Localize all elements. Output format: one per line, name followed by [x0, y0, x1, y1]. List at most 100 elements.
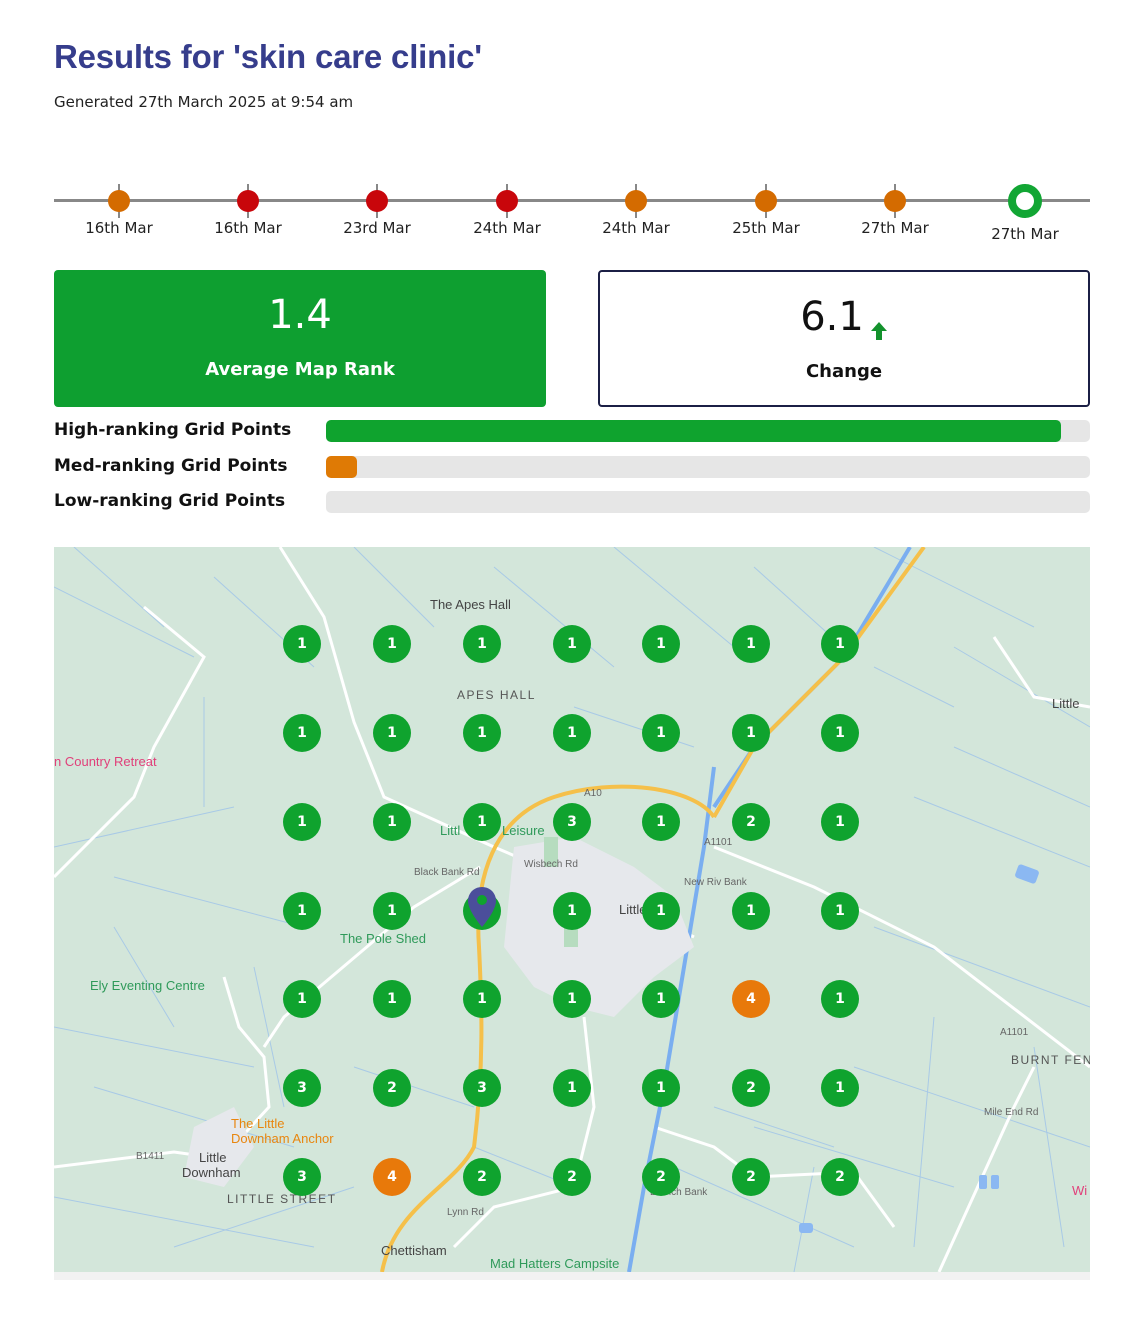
grid-rank-marker[interactable]: 1 [283, 892, 321, 930]
grid-rank-marker[interactable]: 4 [373, 1158, 411, 1196]
grid-rank-marker[interactable]: 1 [553, 1069, 591, 1107]
grid-rank-marker[interactable]: 3 [283, 1158, 321, 1196]
map-road-label: Lynn Rd [447, 1207, 484, 1218]
map-place-label: The Little [231, 1116, 285, 1131]
grid-rank-marker[interactable]: 1 [373, 980, 411, 1018]
grid-rank-marker[interactable]: 1 [373, 625, 411, 663]
timeline-date-label: 16th Mar [214, 219, 282, 237]
grid-points-label: High-ranking Grid Points [54, 420, 292, 440]
grid-rank-marker[interactable]: 1 [553, 892, 591, 930]
map-road-label: B1411 [136, 1151, 165, 1162]
grid-rank-marker[interactable]: 1 [373, 892, 411, 930]
arrow-up-icon [870, 305, 888, 340]
grid-rank-marker[interactable]: 1 [642, 714, 680, 752]
grid-rank-marker[interactable]: 1 [642, 892, 680, 930]
grid-rank-marker[interactable]: 1 [553, 714, 591, 752]
grid-points-row-med: Med-ranking Grid Points2 [54, 455, 1090, 479]
grid-rank-marker[interactable]: 2 [821, 1158, 859, 1196]
timeline-status-dot[interactable] [496, 190, 518, 212]
grid-rank-marker[interactable]: 1 [373, 803, 411, 841]
grid-points-bar [326, 491, 1090, 513]
map-road-label: New Riv Bank [684, 877, 747, 888]
grid-rank-marker[interactable]: 1 [821, 980, 859, 1018]
map-place-label: Wi [1072, 1183, 1088, 1198]
timeline-date-label: 27th Mar [861, 219, 929, 237]
grid-rank-marker[interactable]: 2 [642, 1158, 680, 1196]
change-label: Change [805, 361, 883, 382]
grid-rank-marker[interactable]: 3 [463, 1069, 501, 1107]
grid-rank-marker[interactable]: 2 [553, 1158, 591, 1196]
grid-rank-marker[interactable]: 4 [732, 980, 770, 1018]
grid-rank-marker[interactable]: 1 [821, 803, 859, 841]
grid-rank-marker[interactable]: 1 [283, 714, 321, 752]
map-road-label: A1101 [1000, 1027, 1029, 1038]
grid-rank-marker[interactable]: 2 [373, 1069, 411, 1107]
report-timeline: 16th Mar 16th Mar 23rd Mar 24th Mar 24th Mar… [54, 176, 1090, 246]
grid-rank-marker[interactable]: 1 [463, 714, 501, 752]
title-prefix: Results for ' [54, 38, 241, 75]
map-road-label: Wisbech Rd [524, 859, 578, 870]
grid-rank-marker[interactable]: 1 [463, 980, 501, 1018]
timeline-status-dot[interactable] [884, 190, 906, 212]
change-card: 6.1 Change [598, 270, 1090, 407]
grid-points-bar [326, 455, 1090, 478]
grid-rank-marker[interactable]: 1 [732, 714, 770, 752]
map-place-label: The Apes Hall [430, 597, 511, 612]
grid-rank-marker[interactable]: 3 [553, 803, 591, 841]
rank-grid-map[interactable]: The Apes Hall APES HALL n Country Retreat L… [54, 547, 1090, 1272]
grid-rank-marker[interactable]: 2 [463, 1158, 501, 1196]
grid-rank-marker[interactable]: 1 [821, 892, 859, 930]
grid-rank-marker[interactable]: 3 [283, 1069, 321, 1107]
timeline-status-dot[interactable] [108, 190, 130, 212]
grid-rank-marker[interactable]: 1 [642, 1069, 680, 1107]
map-road-label: Branch Bank [650, 1187, 708, 1198]
timeline-date-label: 16th Mar [85, 219, 153, 237]
grid-rank-marker[interactable]: 1 [642, 803, 680, 841]
grid-rank-marker[interactable]: 2 [732, 803, 770, 841]
map-place-label: The Pole Shed [340, 931, 427, 946]
map-footer [54, 1272, 1090, 1280]
grid-rank-marker[interactable]: 1 [642, 625, 680, 663]
timeline-axis [54, 199, 1090, 202]
map-place-label: n Country Retreat [54, 754, 157, 769]
grid-rank-marker[interactable]: 1 [821, 625, 859, 663]
grid-points-row-low: Low-ranking Grid Points0 [54, 490, 1090, 514]
grid-rank-marker[interactable]: 1 [553, 980, 591, 1018]
grid-rank-marker[interactable]: 1 [463, 625, 501, 663]
grid-rank-marker[interactable]: 1 [373, 714, 411, 752]
grid-rank-marker[interactable]: 1 [283, 980, 321, 1018]
grid-rank-marker[interactable]: 2 [732, 1069, 770, 1107]
grid-rank-marker[interactable]: 1 [283, 803, 321, 841]
map-place-label: LITTLE STREET [227, 1192, 337, 1206]
map-place-label: Leisure [502, 823, 545, 838]
grid-rank-marker[interactable]: 1 [732, 892, 770, 930]
grid-points-bar-fill [326, 455, 358, 478]
grid-rank-marker[interactable]: 1 [642, 980, 680, 1018]
timeline-status-dot[interactable] [625, 190, 647, 212]
map-background [54, 547, 1090, 1272]
timeline-date-label: 25th Mar [732, 219, 800, 237]
map-road-label: A1101 [704, 837, 733, 848]
timeline-status-dot[interactable] [1008, 184, 1042, 218]
business-location-pin-icon[interactable] [468, 887, 496, 931]
grid-points-label: Med-ranking Grid Points [54, 455, 288, 476]
average-map-rank-card: 1.4 Average Map Rank [54, 270, 546, 407]
grid-rank-marker[interactable]: 1 [821, 714, 859, 752]
timeline-status-dot[interactable] [755, 190, 777, 212]
map-place-label: Littl [440, 823, 461, 838]
timeline-date-label: 24th Mar [473, 219, 541, 237]
grid-rank-marker[interactable]: 1 [553, 625, 591, 663]
timeline-status-dot[interactable] [366, 190, 388, 212]
timeline-date-label: 27th Mar [991, 225, 1059, 243]
timeline-status-dot[interactable] [237, 190, 259, 212]
map-road-label: Mile End Rd [984, 1107, 1039, 1118]
grid-rank-marker[interactable]: 1 [732, 625, 770, 663]
grid-points-bar-fill [326, 420, 1061, 442]
grid-rank-marker[interactable]: 1 [463, 803, 501, 841]
map-place-label: Little [199, 1150, 227, 1165]
map-place-label: BURNT FEN [1011, 1053, 1090, 1067]
grid-rank-marker[interactable]: 1 [283, 625, 321, 663]
grid-rank-marker[interactable]: 1 [821, 1069, 859, 1107]
grid-rank-marker[interactable]: 2 [732, 1158, 770, 1196]
search-query: skin care clinic [240, 38, 475, 75]
